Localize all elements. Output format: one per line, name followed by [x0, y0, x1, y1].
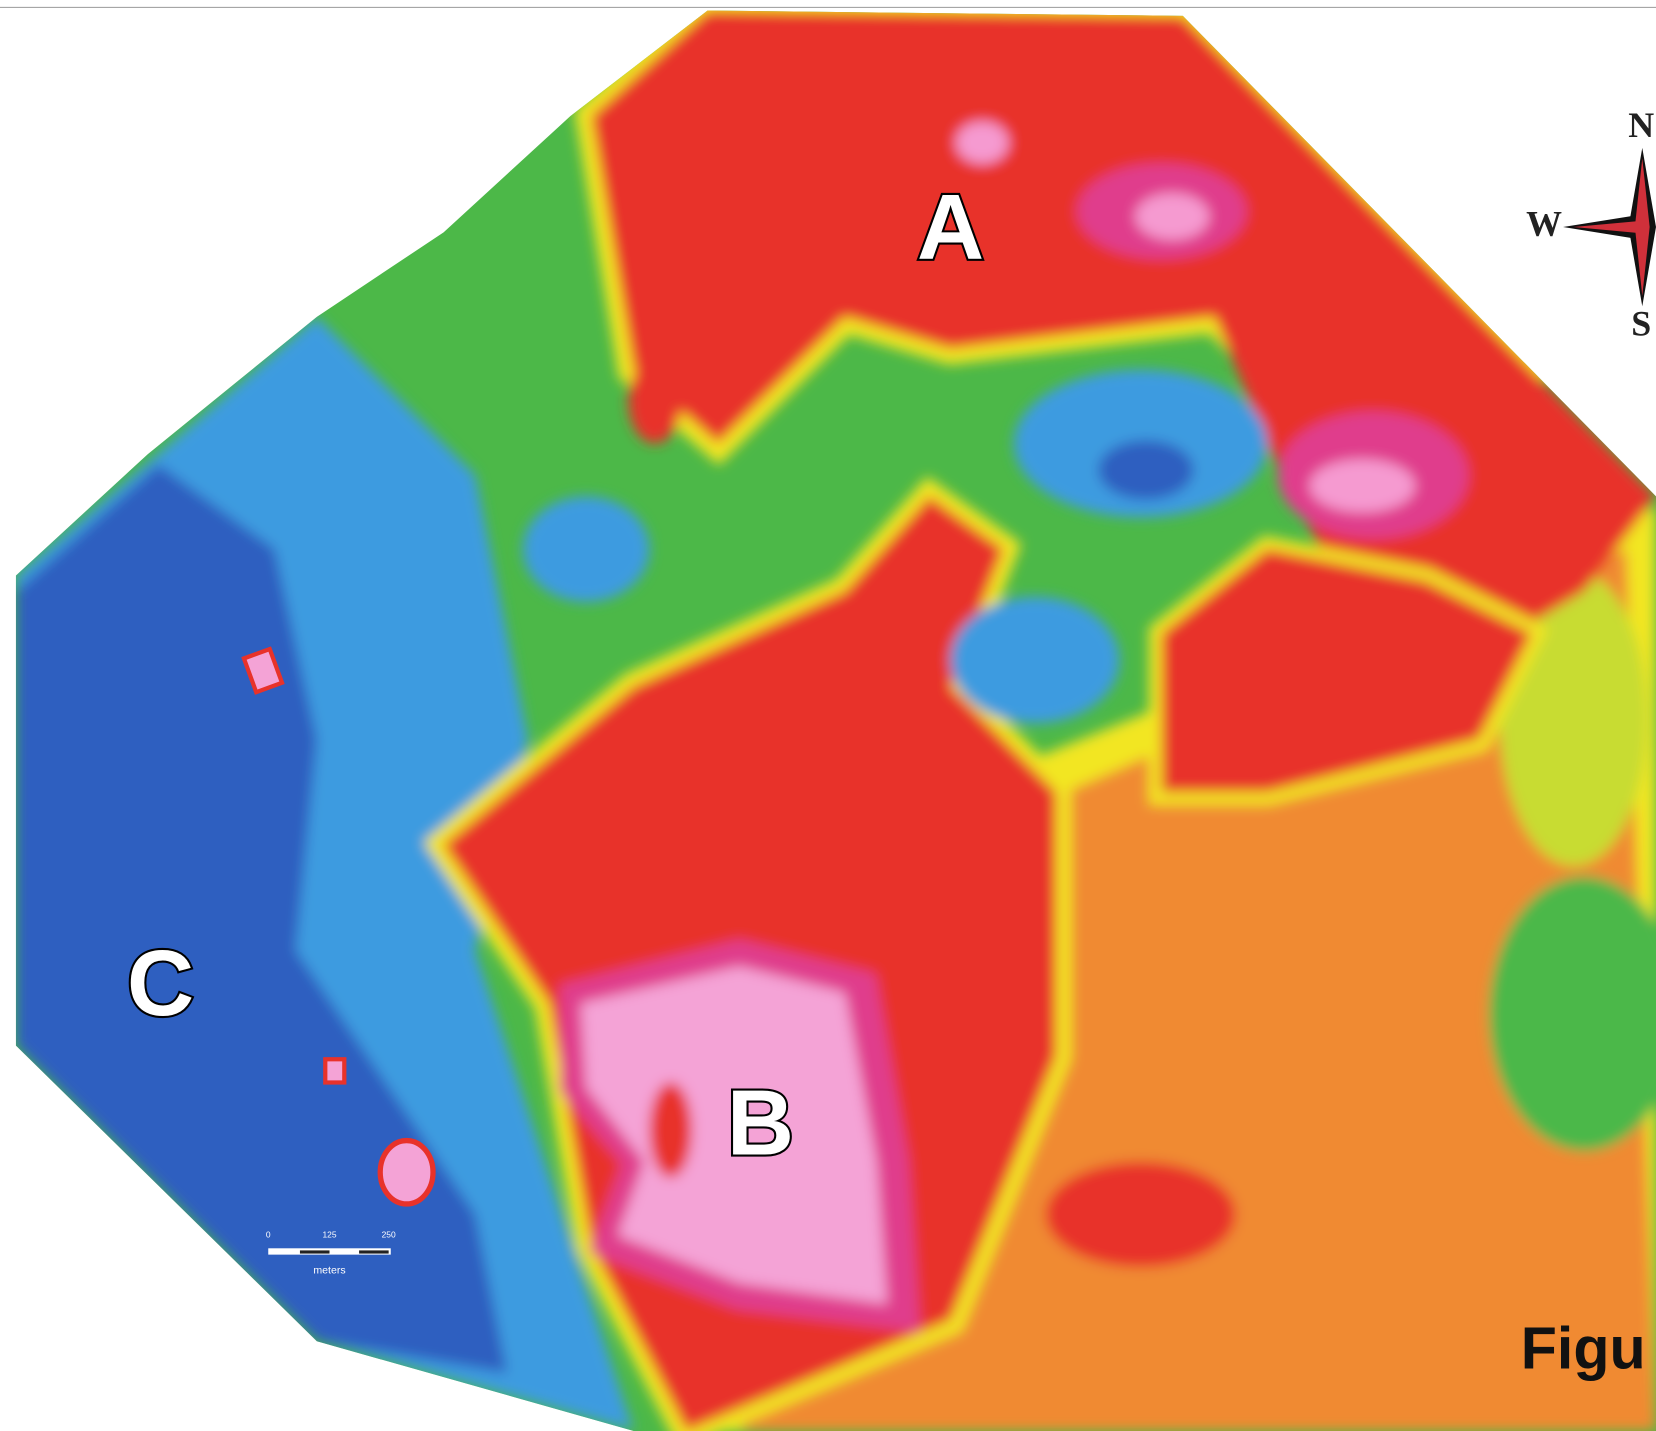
- pink-patch: [956, 121, 1009, 163]
- compass: N W S: [1526, 105, 1656, 344]
- compass-label: S: [1631, 304, 1651, 344]
- pink-anomaly: [380, 1141, 433, 1204]
- page: A B C N W S 0 125 250 meters Figu (() =>…: [0, 0, 1656, 1431]
- scale-label: 250: [382, 1230, 396, 1240]
- area-label: C: [127, 931, 194, 1035]
- scale-bar-segment: [300, 1250, 330, 1253]
- blue-pond: [951, 597, 1120, 724]
- pink-patch: [1135, 193, 1209, 239]
- area-label: A: [917, 175, 984, 279]
- red-patch: [1046, 1162, 1236, 1268]
- blue-pond: [523, 496, 650, 602]
- survey-map: [0, 0, 1656, 1431]
- red-patch: [650, 1082, 692, 1177]
- area-label: B: [727, 1071, 794, 1175]
- red-patch: [628, 359, 681, 443]
- scale-label: 0: [266, 1230, 271, 1240]
- scale-unit: meters: [313, 1265, 345, 1277]
- pink-anomaly: [325, 1059, 344, 1082]
- anomalies: [16, 11, 1656, 1431]
- scale-label: 125: [322, 1230, 336, 1240]
- dark-blue-pond: [1098, 440, 1193, 499]
- pink-patch: [1310, 459, 1416, 512]
- map: A B C N W S 0 125 250 meters Figu: [0, 0, 1656, 1431]
- compass-label: W: [1526, 203, 1562, 243]
- compass-label: N: [1628, 105, 1654, 145]
- scale-bar-segment: [359, 1250, 389, 1253]
- figure-caption: Figu: [1521, 1315, 1646, 1382]
